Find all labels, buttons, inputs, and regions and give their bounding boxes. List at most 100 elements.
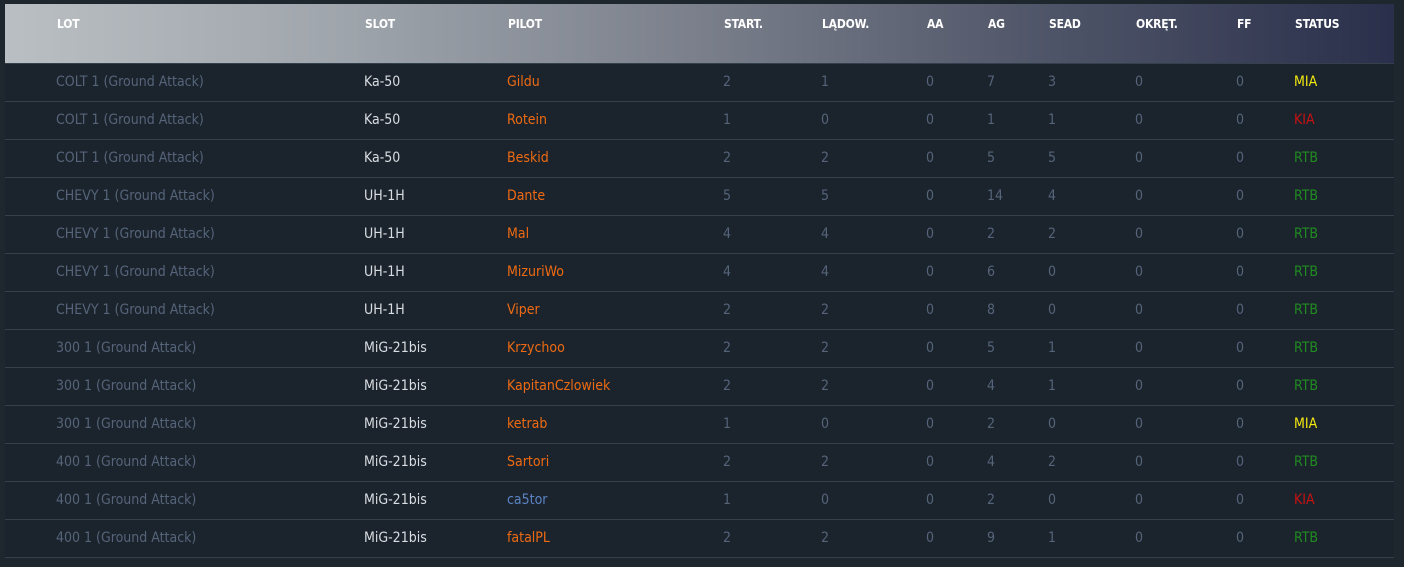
cell-landings: 1 (821, 74, 830, 90)
column-header-sead[interactable]: SEAD (1049, 17, 1081, 31)
cell-ff: 0 (1236, 454, 1245, 470)
cell-sead: 1 (1048, 378, 1057, 394)
cell-slot: MiG-21bis (364, 340, 427, 356)
cell-landings: 2 (821, 530, 830, 546)
cell-start: 2 (723, 530, 732, 546)
column-header-slot[interactable]: SLOT (365, 17, 395, 31)
cell-pilot[interactable]: Gildu (507, 74, 540, 90)
cell-pilot[interactable]: Mal (507, 226, 530, 242)
column-header-status[interactable]: STATUS (1295, 17, 1340, 31)
column-header-ships[interactable]: OKRĘT. (1136, 17, 1178, 31)
cell-ag: 7 (987, 74, 996, 90)
spacer (5, 405, 56, 443)
cell-lot: 400 1 (Ground Attack) (56, 530, 197, 546)
spacer (5, 139, 56, 177)
cell-lot: COLT 1 (Ground Attack) (56, 150, 204, 166)
cell-aa: 0 (926, 530, 935, 546)
spacer (5, 63, 56, 101)
status-badge: MIA (1294, 74, 1318, 90)
column-header-lot[interactable]: LOT (57, 17, 80, 31)
cell-start: 2 (723, 150, 732, 166)
status-badge: RTB (1294, 340, 1319, 356)
cell-slot: MiG-21bis (364, 378, 427, 394)
cell-lot: CHEVY 1 (Ground Attack) (56, 188, 215, 204)
cell-start: 5 (723, 188, 732, 204)
cell-pilot[interactable]: ca5tor (507, 492, 548, 508)
cell-ff: 0 (1236, 150, 1245, 166)
cell-pilot[interactable]: KapitanCzlowiek (507, 378, 611, 394)
cell-ag: 9 (987, 530, 996, 546)
status-badge: RTB (1294, 226, 1319, 242)
column-header-landings[interactable]: LĄDOW. (822, 17, 870, 31)
spacer (5, 215, 56, 253)
status-badge: RTB (1294, 454, 1319, 470)
cell-pilot[interactable]: Beskid (507, 150, 549, 166)
cell-aa: 0 (926, 302, 935, 318)
cell-aa: 0 (926, 378, 935, 394)
spacer (5, 253, 56, 291)
cell-start: 2 (723, 74, 732, 90)
cell-aa: 0 (926, 454, 935, 470)
cell-ff: 0 (1236, 378, 1245, 394)
cell-ag: 4 (987, 454, 996, 470)
cell-ag: 6 (987, 264, 996, 280)
cell-sead: 0 (1048, 416, 1057, 432)
cell-aa: 0 (926, 416, 935, 432)
cell-landings: 2 (821, 150, 830, 166)
cell-pilot[interactable]: Krzychoo (507, 340, 565, 356)
cell-landings: 5 (821, 188, 830, 204)
cell-lot: 300 1 (Ground Attack) (56, 416, 197, 432)
cell-landings: 4 (821, 226, 830, 242)
status-badge: RTB (1294, 378, 1319, 394)
cell-ff: 0 (1236, 416, 1245, 432)
cell-sead: 0 (1048, 492, 1057, 508)
cell-pilot[interactable]: Sartori (507, 454, 550, 470)
cell-slot: MiG-21bis (364, 416, 427, 432)
cell-ag: 5 (987, 340, 996, 356)
status-badge: RTB (1294, 188, 1319, 204)
table-row: COLT 1 (Ground Attack) Ka-50 Rotein 1 0 0 1 1 0 0… (5, 101, 1394, 139)
table-body: COLT 1 (Ground Attack) Ka-50 Gildu 2 1 0 7 3 0 0 M… (5, 63, 1394, 557)
status-badge: RTB (1294, 302, 1319, 318)
table-row: CHEVY 1 (Ground Attack) UH-1H MizuriWo 4 4 0 6… (5, 253, 1394, 291)
cell-slot: UH-1H (364, 188, 405, 204)
cell-pilot[interactable]: ketrab (507, 416, 548, 432)
cell-sead: 1 (1048, 112, 1057, 128)
cell-landings: 4 (821, 264, 830, 280)
table-row: 400 1 (Ground Attack) MiG-21bis ca5tor 1 0 0 2… (5, 481, 1394, 519)
cell-start: 2 (723, 302, 732, 318)
cell-start: 2 (723, 340, 732, 356)
cell-ag: 5 (987, 150, 996, 166)
table-row: 400 1 (Ground Attack) MiG-21bis fatalPL 2 2 0… (5, 519, 1394, 557)
table-row: CHEVY 1 (Ground Attack) UH-1H Dante 5 5 0 14 4 0… (5, 177, 1394, 215)
spacer (5, 443, 56, 481)
table-row: CHEVY 1 (Ground Attack) UH-1H Viper 2 2 0 8 0 0 0… (5, 291, 1394, 329)
table-row: 300 1 (Ground Attack) MiG-21bis Krzychoo 2 2… (5, 329, 1394, 367)
column-header-ff[interactable]: FF (1237, 17, 1252, 31)
cell-start: 2 (723, 454, 732, 470)
table-row: 300 1 (Ground Attack) MiG-21bis ketrab 1 0 0 2… (5, 405, 1394, 443)
cell-ships: 0 (1135, 378, 1144, 394)
cell-landings: 2 (821, 454, 830, 470)
column-header-start[interactable]: START. (724, 17, 763, 31)
column-header-aa[interactable]: AA (927, 17, 944, 31)
cell-pilot[interactable]: Rotein (507, 112, 547, 128)
spacer (5, 177, 56, 215)
column-header-pilot[interactable]: PILOT (508, 17, 542, 31)
cell-ff: 0 (1236, 492, 1245, 508)
cell-start: 4 (723, 226, 732, 242)
cell-aa: 0 (926, 112, 935, 128)
cell-slot: Ka-50 (364, 74, 401, 90)
cell-ff: 0 (1236, 302, 1245, 318)
cell-lot: COLT 1 (Ground Attack) (56, 74, 204, 90)
cell-pilot[interactable]: Viper (507, 302, 540, 318)
cell-pilot[interactable]: fatalPL (507, 530, 550, 546)
cell-pilot[interactable]: MizuriWo (507, 264, 564, 280)
spacer (5, 329, 56, 367)
column-header-ag[interactable]: AG (988, 17, 1005, 31)
spacer (5, 519, 56, 557)
cell-aa: 0 (926, 150, 935, 166)
cell-pilot[interactable]: Dante (507, 188, 546, 204)
cell-lot: COLT 1 (Ground Attack) (56, 112, 204, 128)
cell-landings: 2 (821, 378, 830, 394)
